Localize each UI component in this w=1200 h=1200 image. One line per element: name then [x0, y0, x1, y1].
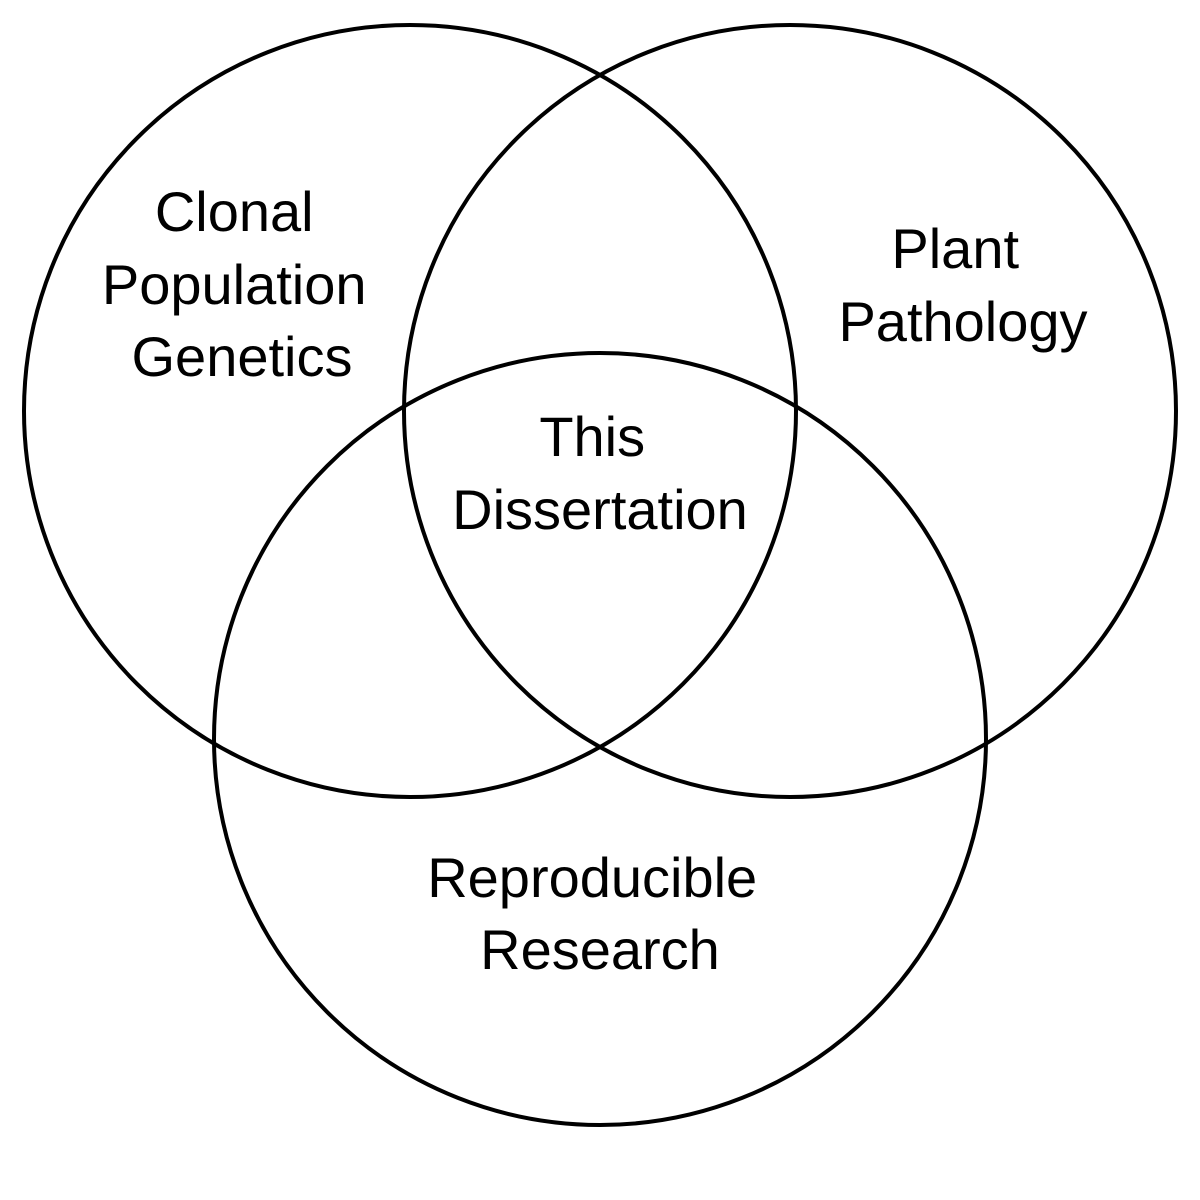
circle-reproducible-research: [212, 351, 988, 1127]
label-plant-line-2: Pathology: [838, 290, 1087, 353]
label-repro-line-2: Research: [480, 918, 720, 981]
label-plant-pathology: Plant Pathology: [838, 217, 1087, 353]
label-clonal-line-2: Population: [102, 253, 367, 316]
label-plant-line-1: Plant: [891, 217, 1019, 280]
label-repro-line-1: Reproducible: [427, 846, 757, 909]
label-clonal-line-3: Genetics: [132, 325, 353, 388]
circle-clonal-population-genetics: [22, 23, 798, 799]
label-center-line-2: Dissertation: [452, 478, 748, 541]
label-center-line-1: This: [539, 405, 645, 468]
label-reproducible-research: Reproducible Research: [427, 846, 773, 981]
label-clonal-line-1: Clonal: [155, 180, 314, 243]
label-clonal-population-genetics: Clonal Population Genetics: [102, 180, 382, 388]
label-this-dissertation: This Dissertation: [452, 405, 748, 541]
circle-plant-pathology: [402, 23, 1178, 799]
